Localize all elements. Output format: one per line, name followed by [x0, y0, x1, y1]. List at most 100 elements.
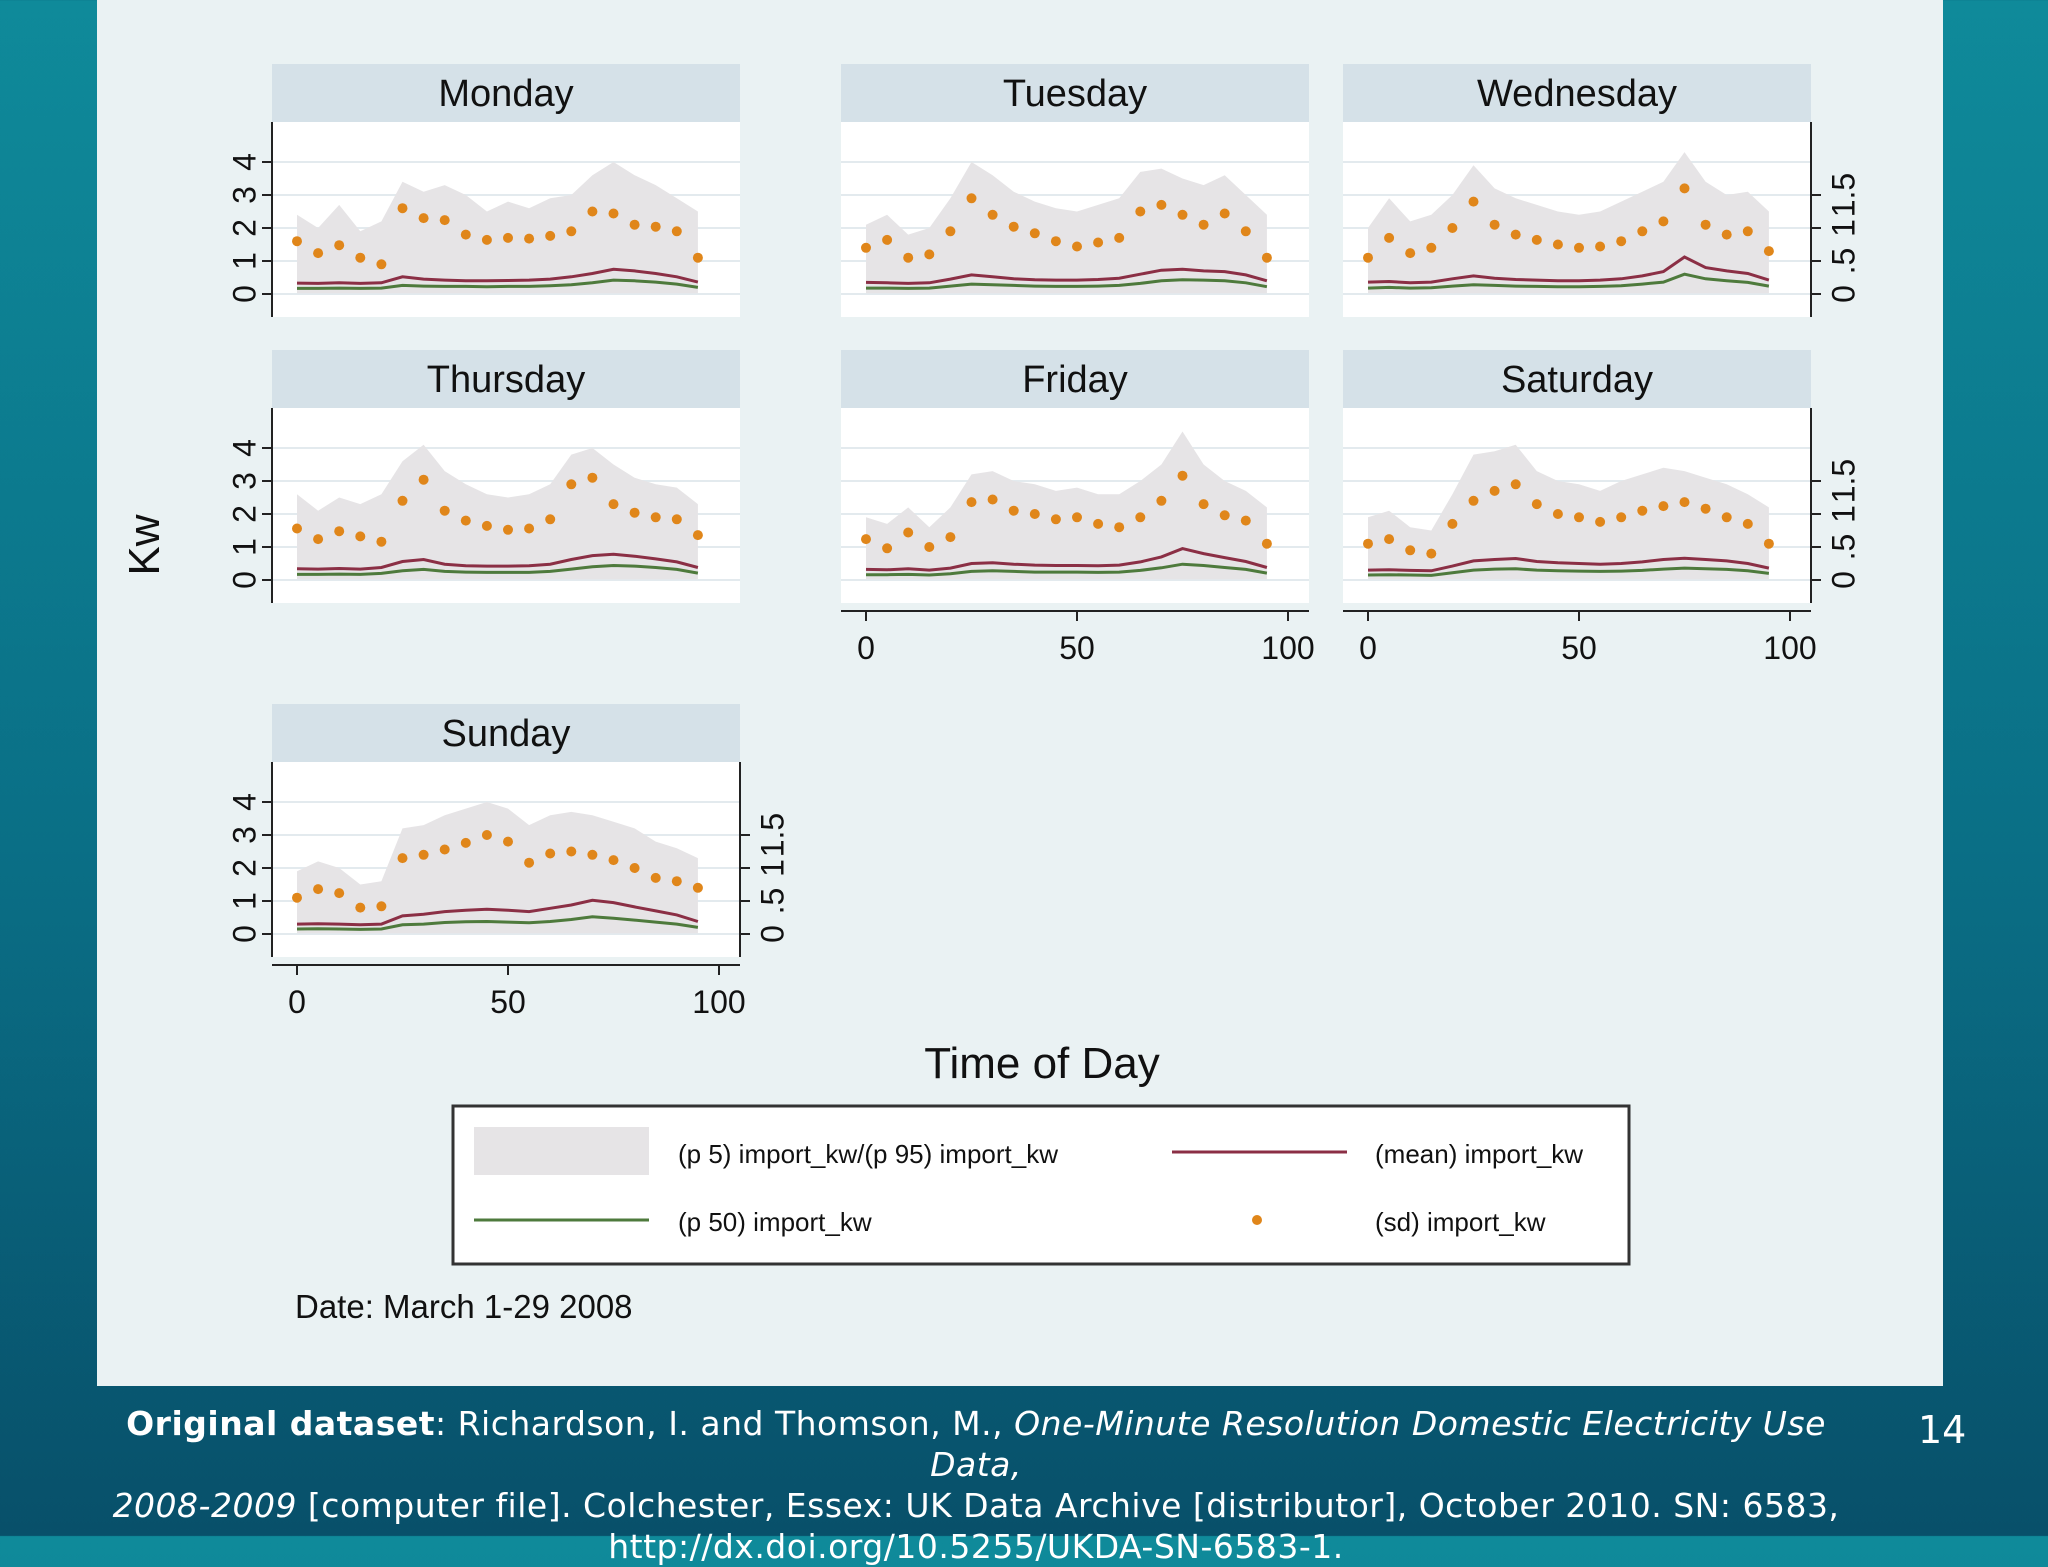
y-tick-label-right: 0 [1825, 285, 1861, 303]
sd-point [1156, 199, 1167, 210]
sd-point [692, 882, 703, 893]
sd-point [1742, 518, 1753, 529]
y-tick-label-right: .5 [1825, 248, 1861, 275]
x-tick-label: 50 [1059, 630, 1095, 666]
y-tick-label-left: 0 [226, 571, 262, 589]
sd-point [1763, 246, 1774, 257]
sd-point [1742, 226, 1753, 237]
y-tick-label-right: 0 [754, 925, 790, 943]
sd-point [460, 515, 471, 526]
sd-point [503, 524, 513, 535]
sd-point [587, 472, 598, 483]
p5-p95-band [866, 431, 1267, 580]
date-note: Date: March 1-29 2008 [295, 1288, 633, 1325]
sd-point [1093, 518, 1104, 529]
sd-point [545, 514, 556, 525]
y-tick-label-left: 3 [226, 826, 262, 844]
sd-point [524, 857, 535, 868]
sd-point [987, 209, 998, 220]
sd-point [313, 248, 324, 259]
slide-number: 14 [1918, 1408, 1967, 1452]
sd-point [1595, 241, 1606, 252]
sd-point [503, 836, 513, 847]
sd-point [376, 901, 387, 912]
facet-title: Saturday [1501, 359, 1653, 401]
sd-point [587, 206, 598, 217]
sd-point [1198, 219, 1209, 230]
mean-line [296, 898, 699, 927]
sd-point [1763, 538, 1774, 549]
sd-point [608, 499, 619, 510]
mean-line [1367, 255, 1770, 285]
sd-point [1531, 499, 1542, 510]
y-axis-title: Kw [120, 514, 169, 575]
sd-point [1072, 512, 1082, 523]
median-line [1367, 566, 1770, 577]
facet-strip [272, 64, 740, 122]
sd-point [1531, 234, 1542, 245]
sd-point [292, 892, 302, 903]
x-tick-label: 50 [490, 984, 526, 1020]
sd-point [1008, 221, 1019, 232]
mean-line [296, 552, 699, 571]
y-tick-label-left: 1 [226, 892, 262, 910]
sd-point [397, 203, 408, 214]
sd-point [397, 853, 408, 864]
sd-point [566, 226, 577, 237]
legend-label-mean: (mean) import_kw [1375, 1139, 1583, 1169]
facet-strip [1343, 64, 1811, 122]
sd-point [882, 234, 893, 245]
facet-title: Sunday [442, 713, 571, 755]
sd-point [587, 849, 598, 860]
sd-point [355, 902, 366, 913]
citation: Original dataset: Richardson, I. and Tho… [96, 1403, 1856, 1567]
mean-line [865, 547, 1268, 572]
sd-point [355, 531, 366, 542]
sd-point [1008, 505, 1019, 516]
sd-point [439, 505, 450, 516]
y-tick-label-right: 1 [754, 859, 790, 877]
sd-point [1595, 516, 1606, 527]
y-tick-label-left: 1 [226, 538, 262, 556]
sd-point [545, 848, 556, 859]
sd-point [418, 849, 429, 860]
sd-point [418, 474, 429, 485]
y-tick-label-left: 4 [226, 793, 262, 811]
sd-point [1219, 208, 1230, 219]
sd-point [1721, 512, 1732, 523]
citation-title-1: One-Minute Resolution Domestic Electrici… [930, 1404, 1826, 1484]
citation-url[interactable]: http://dx.doi.org/10.5255/UKDA-SN-6583-1… [608, 1527, 1344, 1566]
sd-point [460, 229, 471, 240]
sd-point [692, 530, 703, 541]
sd-point [481, 830, 492, 840]
y-tick-label-left: 0 [226, 925, 262, 943]
facet-title: Wednesday [1477, 73, 1677, 115]
sd-point [1489, 485, 1500, 496]
median-line [296, 915, 699, 931]
sd-point [1156, 495, 1167, 506]
sd-point [1114, 522, 1125, 533]
sd-point [1050, 514, 1061, 525]
y-tick-label-left: 2 [226, 505, 262, 523]
p5-p95-band [297, 162, 698, 294]
sd-point [1405, 248, 1416, 259]
x-axis-title: Time of Day [924, 1039, 1160, 1088]
facet-strip [841, 64, 1309, 122]
sd-point [671, 514, 682, 525]
sd-point [1114, 232, 1125, 243]
sd-point [1616, 512, 1627, 523]
sd-point [503, 232, 513, 243]
facet-title: Tuesday [1003, 73, 1147, 115]
sd-point [418, 213, 429, 224]
sd-point [1552, 239, 1563, 250]
sd-point [987, 494, 998, 505]
sd-point [1468, 495, 1479, 506]
sd-point [1405, 545, 1416, 556]
sd-point [1135, 512, 1146, 523]
sd-point [1177, 209, 1188, 220]
citation-label: Original dataset [126, 1404, 435, 1443]
sd-point [1679, 183, 1690, 194]
sd-point [1510, 479, 1521, 490]
sd-point [1072, 241, 1082, 252]
sd-point [566, 846, 577, 857]
